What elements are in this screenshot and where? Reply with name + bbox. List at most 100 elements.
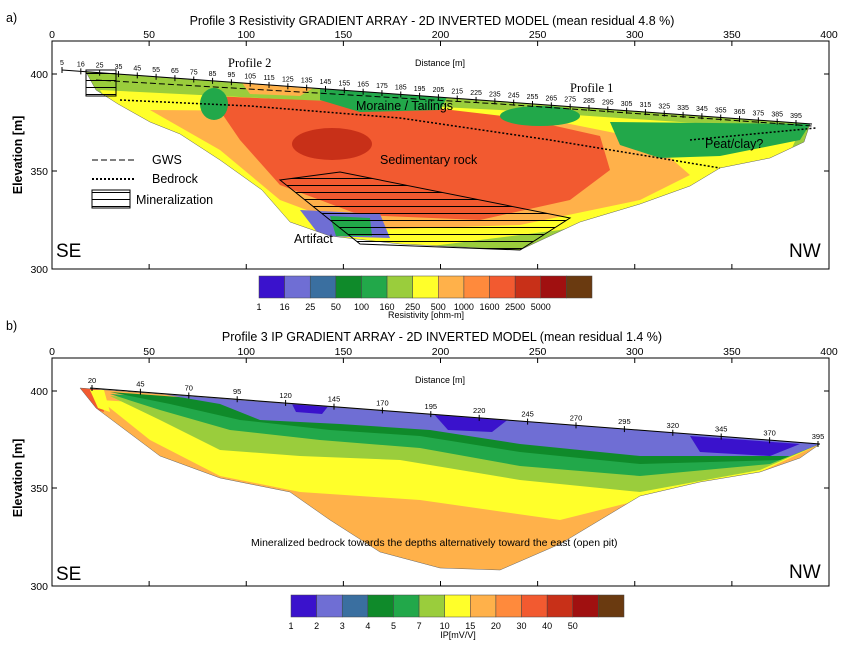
panel-b-distance-label: Distance [m] [415,375,465,385]
mineralization-zone [278,171,572,251]
colorbar-tick-label: 4 [365,621,370,631]
colorbar-tick-label: 25 [305,302,315,312]
electrode-label: 115 [263,75,274,82]
electrode-label: 45 [133,65,141,72]
panel-a-y-axis: 400 350 300 [30,69,829,276]
panel-b-electrodes: 20 45 70 95 120 145 170 195 220 245 270 295 320 345 37… [88,376,824,447]
electrode-label: 220 [473,406,486,415]
panel-a-electrodes: 5 16 25 35 45 55 65 75 85 95 105 115 125 135 145 155 165… [60,60,802,126]
colorbar-tick-label: 5 [391,621,396,631]
colorbar-tick-label: 10 [440,621,450,631]
electrode-label: 345 [715,425,728,434]
legend-mineralization-symbol [91,189,131,209]
x-tick-label: 350 [723,29,741,41]
electrode-label: 165 [357,82,369,89]
x-tick-label: 200 [432,29,450,41]
colorbar-tick-label: 1 [288,621,293,631]
electrode-label: 320 [667,421,680,430]
panel-a-distance-label: Distance [m] [415,58,465,68]
electrode-label: 265 [545,95,557,102]
annotation-profile2: Profile 2 [228,56,271,70]
colorbar-tick-label: 250 [405,302,420,312]
colorbar-swatch [341,594,369,618]
annotation-peat: Peat/clay? [705,137,763,151]
panel-b-corner-se: SE [56,564,81,585]
x-tick-label: 200 [432,346,450,358]
electrode-label: 225 [470,90,482,97]
x-tick-label: 400 [820,346,838,358]
x-tick-label: 300 [626,346,644,358]
colorbar-swatch [386,275,413,299]
colorbar-swatch [489,275,516,299]
colorbar-tick-label: 30 [517,621,527,631]
panel-b-label: b) [6,319,17,333]
electrode-label: 65 [171,68,179,75]
colorbar-swatch [284,275,311,299]
annotation-sedimentary: Sedimentary rock [380,153,478,167]
panel-a-legend: GWS Bedrock Mineralization [91,153,213,209]
profile2-hatch-box [85,69,117,97]
electrode-label: 185 [395,84,407,91]
x-tick-label: 50 [143,346,155,358]
colorbar-tick-label: 15 [465,621,475,631]
colorbar-swatch [470,594,497,618]
survey-line-b [89,387,821,445]
annotation-profile1: Profile 1 [570,81,613,95]
x-tick-label: 0 [49,346,55,358]
model-green-peat-zone [610,122,810,158]
y-tick-label: 300 [30,581,48,593]
electrode-label: 125 [282,76,294,83]
colorbar-swatch [540,275,567,299]
colorbar-tick-label: 100 [354,302,369,312]
colorbar-swatch [495,594,522,618]
ip-model-outline [79,387,821,571]
electrode-label: 155 [338,80,350,87]
ip-yellow-edge [90,390,110,412]
electrode-label: 5 [60,60,64,67]
ip-blue-zone-3 [690,436,800,456]
colorbar-tick-label: 7 [417,621,422,631]
colorbar-tick-label: 16 [280,302,290,312]
electrode-label: 195 [425,402,438,411]
y-tick-label: 350 [30,166,48,178]
x-tick-label: 250 [529,29,547,41]
electrode-label: 95 [233,387,241,396]
colorbar-tick-label: 1 [256,302,261,312]
y-tick-label: 400 [30,69,48,81]
electrode-label: 275 [564,97,576,104]
colorbar-swatch [546,594,574,618]
electrode-label: 105 [244,74,256,81]
panel-a-x-axis: 0 50 100 150 200 250 300 350 400 [49,29,838,269]
colorbar-tick-label: 1000 [454,302,474,312]
gws-line [95,79,813,127]
electrode-label: 145 [320,79,332,86]
electrode-label: 315 [640,102,652,109]
colorbar-swatch [316,594,343,618]
electrode-label: 205 [433,87,445,94]
colorbar-tick-label: 20 [491,621,501,631]
colorbar-swatch [361,275,388,299]
electrode-label: 85 [209,71,217,78]
electrode-label: 45 [136,380,144,389]
annotation-moraine: Moraine / Tailings [356,99,453,113]
x-tick-label: 350 [723,346,741,358]
bedrock-line [119,99,721,169]
y-tick-label: 350 [30,483,48,495]
colorbar-swatch [258,275,285,299]
electrode-label: 235 [489,91,501,98]
model-green-left-zone [200,88,228,120]
colorbar-swatch [463,275,490,299]
legend-gws-label: GWS [152,153,182,167]
colorbar-swatch [572,594,599,618]
bedrock-line-right [689,127,817,141]
electrode-label: 215 [451,89,463,96]
colorbar-tick-label: 160 [380,302,395,312]
colorbar-swatch [521,594,548,618]
legend-mineralization-label: Mineralization [136,193,213,207]
panel-b-colorbar-label: IP[mV/V] [440,630,476,640]
electrode-label: 295 [618,417,631,426]
colorbar-tick-label: 2500 [505,302,525,312]
electrode-label: 95 [227,72,235,79]
electrode-label: 355 [715,108,727,115]
electrode-label: 55 [152,67,160,74]
